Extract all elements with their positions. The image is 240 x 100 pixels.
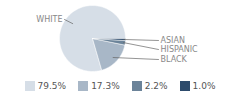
svg-text:WHITE: WHITE <box>36 15 62 24</box>
svg-text:HISPANIC: HISPANIC <box>161 45 199 54</box>
html-text:17.3%: 17.3% <box>91 81 120 91</box>
svg-text:ASIAN: ASIAN <box>161 36 185 45</box>
html-text:1.0%: 1.0% <box>192 81 216 91</box>
html-text:2.2%: 2.2% <box>144 81 168 91</box>
svg-text:BLACK: BLACK <box>161 55 188 64</box>
html-text:79.5%: 79.5% <box>37 81 67 91</box>
